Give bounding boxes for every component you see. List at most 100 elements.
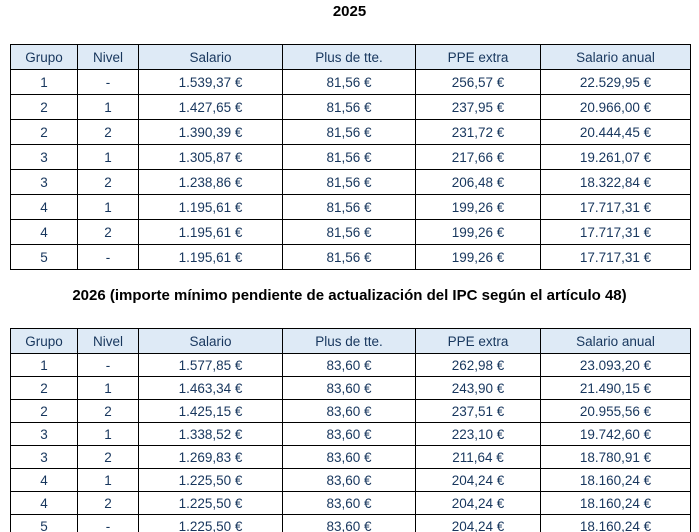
table-row: 1-1.539,37 €81,56 €256,57 €22.529,95 € [10,69,691,95]
table-cell: 2 [10,376,78,400]
table-row: 3 1 1.305,87 €81,56 €217,66 €19.261,07 € [10,144,691,170]
column-header: Salario [138,44,283,70]
table-cell: 83,60 € [282,422,416,446]
table-row: 5-1.225,50 €83,60 €204,24 €18.160,24 € [10,514,691,532]
table-cell: 206,48 € [415,169,541,195]
table-cell: 1.225,50 € [138,491,283,515]
table-row: 2 2 1.425,15 €83,60 €237,51 €20.955,56 € [10,399,691,423]
table-cell: 1.463,34 € [138,376,283,400]
table-cell: 2 [77,491,139,515]
table-cell: 81,56 € [282,119,416,145]
table-cell: 21.490,15 € [540,376,691,400]
table-cell: 3 [10,445,78,469]
column-header: Plus de tte. [282,44,416,70]
table-cell: 1.195,61 € [138,194,283,220]
table-cell: 231,72 € [415,119,541,145]
table-row: 3 1 1.338,52 €83,60 €223,10 €19.742,60 € [10,422,691,446]
table-cell: - [77,353,139,377]
column-header: Nivel [77,44,139,70]
table-row: 3 2 1.238,86 €81,56 €206,48 €18.322,84 € [10,169,691,195]
table-cell: 237,51 € [415,399,541,423]
table-cell: 1.195,61 € [138,244,283,270]
table-row: 2 2 1.390,39 €81,56 €231,72 €20.444,45 € [10,119,691,145]
table-cell: 20.955,56 € [540,399,691,423]
table-cell: 4 [10,194,78,220]
table-cell: 1 [10,353,78,377]
table-cell: 18.160,24 € [540,468,691,492]
table-cell: - [77,244,139,270]
table-cell: 1.225,50 € [138,468,283,492]
column-header: Nivel [77,328,139,354]
table-cell: 23.093,20 € [540,353,691,377]
table-cell: 83,60 € [282,376,416,400]
table-cell: 18.780,91 € [540,445,691,469]
table-cell: 17.717,31 € [540,219,691,245]
table-cell: 2 [10,399,78,423]
table-cell: 81,56 € [282,244,416,270]
table-row: 4 1 1.225,50 €83,60 €204,24 €18.160,24 € [10,468,691,492]
table-cell: 81,56 € [282,94,416,120]
column-header: Salario anual [540,328,691,354]
table-row: 2 1 1.427,65 €81,56 €237,95 €20.966,00 € [10,94,691,120]
column-header: Plus de tte. [282,328,416,354]
column-header: PPE extra [415,44,541,70]
table-cell: - [77,69,139,95]
table-row: 2 1 1.463,34 €83,60 €243,90 €21.490,15 € [10,376,691,400]
table-cell: - [77,514,139,532]
table-cell: 1.225,50 € [138,514,283,532]
table-cell: 1.425,15 € [138,399,283,423]
salary-table-2026: Grupo Nivel Salario Plus de tte. PPE extra Sa… [10,328,691,532]
table-cell: 18.160,24 € [540,491,691,515]
table-cell: 81,56 € [282,219,416,245]
table-cell: 1 [10,69,78,95]
table-cell: 204,24 € [415,514,541,532]
table-cell: 3 [10,422,78,446]
table-cell: 2 [77,399,139,423]
table-cell: 3 [10,144,78,170]
table-row: 1-1.577,85 €83,60 €262,98 €23.093,20 € [10,353,691,377]
table-row: 5-1.195,61 €81,56 €199,26 €17.717,31 € [10,244,691,270]
table-cell: 199,26 € [415,244,541,270]
table-cell: 81,56 € [282,69,416,95]
table-cell: 1.195,61 € [138,219,283,245]
table-cell: 81,56 € [282,144,416,170]
table-cell: 22.529,95 € [540,69,691,95]
table-cell: 83,60 € [282,353,416,377]
table-cell: 2 [77,119,139,145]
salary-table-2025: Grupo Nivel Salario Plus de tte. PPE extra Sa… [10,44,691,270]
table-row: 4 2 1.195,61 €81,56 €199,26 €17.717,31 € [10,219,691,245]
table-cell: 1.390,39 € [138,119,283,145]
column-header: Grupo [10,328,78,354]
column-header: Salario [138,328,283,354]
table-cell: 5 [10,514,78,532]
table-cell: 81,56 € [282,194,416,220]
table-cell: 1 [77,194,139,220]
table-cell: 81,56 € [282,169,416,195]
table-cell: 211,64 € [415,445,541,469]
table-cell: 217,66 € [415,144,541,170]
table-cell: 83,60 € [282,468,416,492]
table-cell: 19.742,60 € [540,422,691,446]
table-row: 3 2 1.269,83 €83,60 €211,64 €18.780,91 € [10,445,691,469]
table-cell: 2 [77,445,139,469]
column-header: Grupo [10,44,78,70]
column-header: PPE extra [415,328,541,354]
table-cell: 1.305,87 € [138,144,283,170]
table-cell: 2 [10,119,78,145]
table-cell: 1.238,86 € [138,169,283,195]
table-cell: 17.717,31 € [540,194,691,220]
table-cell: 1.539,37 € [138,69,283,95]
table-cell: 223,10 € [415,422,541,446]
table-cell: 5 [10,244,78,270]
column-header: Salario anual [540,44,691,70]
table-cell: 262,98 € [415,353,541,377]
table-cell: 1 [77,94,139,120]
table-cell: 1 [77,468,139,492]
table-cell: 1 [77,376,139,400]
table-cell: 83,60 € [282,491,416,515]
table-cell: 2 [10,94,78,120]
table-cell: 83,60 € [282,399,416,423]
table-cell: 18.322,84 € [540,169,691,195]
table-cell: 1.269,83 € [138,445,283,469]
table-cell: 83,60 € [282,514,416,532]
